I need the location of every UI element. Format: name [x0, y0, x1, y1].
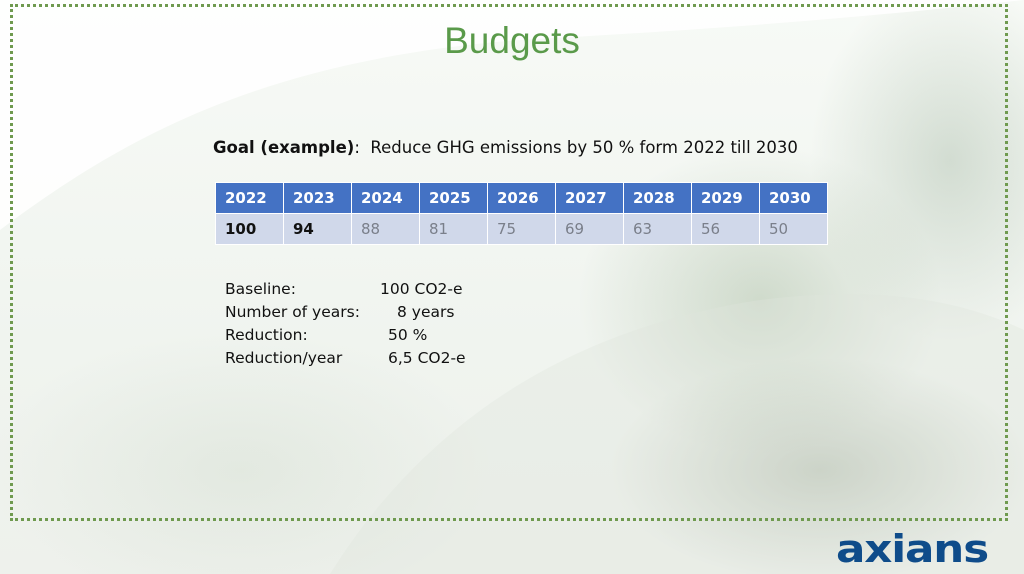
- stat-value: 50 %: [388, 326, 428, 344]
- year-cell: 2029: [691, 182, 760, 214]
- value-cell: 88: [351, 213, 420, 245]
- page-title: Budgets: [444, 20, 580, 61]
- year-cell: 2026: [487, 182, 556, 214]
- svg-text:axians: axians: [836, 533, 988, 567]
- value-cell: 56: [691, 213, 760, 245]
- year-cell: 2025: [419, 182, 488, 214]
- value-cell: 81: [419, 213, 488, 245]
- table-header-row: 2022 2023 2024 2025 2026 2027 2028 2029 …: [215, 182, 828, 214]
- value-cell: 63: [623, 213, 692, 245]
- value-cell: 69: [555, 213, 624, 245]
- value-cell: 100: [215, 213, 284, 245]
- stat-label: Reduction/year: [225, 349, 343, 367]
- stat-value: 100 CO2-e: [380, 280, 463, 298]
- year-cell: 2022: [215, 182, 284, 214]
- stat-label: Reduction:: [225, 326, 308, 344]
- budget-table: 2022 2023 2024 2025 2026 2027 2028 2029 …: [215, 182, 828, 245]
- year-cell: 2028: [623, 182, 692, 214]
- goal-colon: :: [354, 138, 360, 157]
- value-cell: 50: [759, 213, 828, 245]
- stat-label: Number of years:: [225, 303, 360, 321]
- goal-text: Reduce GHG emissions by 50 % form 2022 t…: [370, 138, 798, 157]
- stat-value: 8 years: [397, 303, 455, 321]
- value-cell: 75: [487, 213, 556, 245]
- year-cell: 2030: [759, 182, 828, 214]
- goal-statement: Goal (example): Reduce GHG emissions by …: [213, 138, 798, 157]
- year-cell: 2023: [283, 182, 352, 214]
- table-row: 100 94 88 81 75 69 63 56 50: [215, 213, 828, 245]
- slide-frame: [10, 4, 1008, 521]
- axians-logo: axians: [836, 533, 988, 567]
- year-cell: 2027: [555, 182, 624, 214]
- goal-label: Goal (example): [213, 138, 355, 157]
- value-cell: 94: [283, 213, 352, 245]
- stat-label: Baseline:: [225, 280, 296, 298]
- year-cell: 2024: [351, 182, 420, 214]
- stat-value: 6,5 CO2-e: [388, 349, 466, 367]
